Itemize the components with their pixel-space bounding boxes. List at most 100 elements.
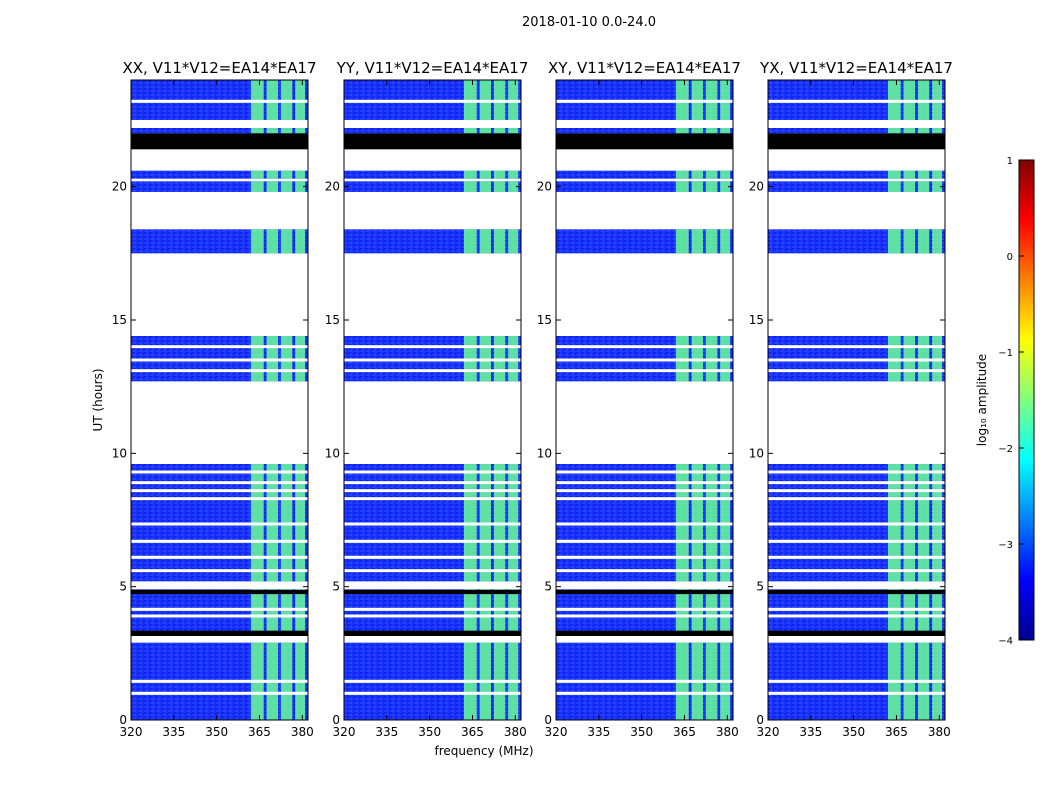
rfi-channel xyxy=(280,589,293,636)
y-tick-label: 0 xyxy=(332,713,340,727)
rfi-channel xyxy=(295,170,306,179)
panel-3: XY, V11*V12=EA14*EA17 320 335 350 365 380 0 5 10… xyxy=(537,59,741,739)
rfi-channel xyxy=(917,181,930,192)
data-block xyxy=(131,229,308,254)
rfi-channel xyxy=(250,170,264,179)
panel-title: XX, V11*V12=EA14*EA17 xyxy=(122,59,316,77)
x-tick-label: 380 xyxy=(928,725,951,739)
rfi-channel xyxy=(903,229,916,254)
y-tick-label: 5 xyxy=(756,580,764,594)
data-block xyxy=(131,589,308,636)
data-block xyxy=(768,128,945,134)
rfi-channel xyxy=(932,128,943,134)
gap-line xyxy=(344,470,521,474)
rfi-channel xyxy=(720,128,731,134)
gap-line xyxy=(768,691,945,695)
rfi-channel xyxy=(932,181,943,192)
gap-line xyxy=(768,489,945,493)
gap-line xyxy=(344,679,521,683)
rfi-channel xyxy=(266,181,279,192)
y-tick-label: 0 xyxy=(756,713,764,727)
rfi-channel xyxy=(705,128,718,134)
y-axis-label: UT (hours) xyxy=(91,368,105,431)
panel-frame xyxy=(767,79,946,721)
data-block xyxy=(556,170,733,179)
rfi-channel xyxy=(266,589,279,636)
gap-line xyxy=(131,345,308,349)
x-tick-label: 350 xyxy=(418,725,441,739)
x-tick-label: 350 xyxy=(842,725,865,739)
gap-line xyxy=(556,345,733,349)
flagged-rows xyxy=(344,630,521,636)
rfi-channel xyxy=(720,589,731,636)
gap-line xyxy=(556,614,733,618)
y-tick-label: 15 xyxy=(325,313,340,327)
y-tick-label: 0 xyxy=(544,713,552,727)
x-tick-label: 335 xyxy=(162,725,185,739)
x-tick-label: 365 xyxy=(248,725,271,739)
gap-line xyxy=(768,369,945,373)
x-tick-label: 320 xyxy=(545,725,568,739)
gap-line xyxy=(556,497,733,501)
gap-line xyxy=(344,555,521,559)
y-tick-label: 20 xyxy=(537,180,552,194)
rfi-channel xyxy=(479,128,492,134)
colorbar-tick-label: 1 xyxy=(1007,156,1013,167)
gap-line xyxy=(131,614,308,618)
data-block xyxy=(344,181,521,192)
panel-title: XY, V11*V12=EA14*EA17 xyxy=(548,59,741,77)
y-tick-label: 10 xyxy=(112,446,127,460)
rfi-channel xyxy=(675,589,689,636)
rfi-channel xyxy=(903,181,916,192)
rfi-channel xyxy=(903,589,916,636)
rfi-channel xyxy=(691,170,704,179)
data-block xyxy=(344,128,521,134)
gap-line xyxy=(344,489,521,493)
flagged-rows xyxy=(556,589,733,595)
gap-line xyxy=(768,539,945,543)
rfi-channel xyxy=(266,128,279,134)
gap-line xyxy=(344,369,521,373)
x-tick-label: 335 xyxy=(799,725,822,739)
rfi-channel xyxy=(493,181,506,192)
gap-line xyxy=(768,607,945,611)
colorbar-tick-label: 0 xyxy=(1007,252,1013,263)
rfi-channel xyxy=(266,170,279,179)
x-tick-label: 350 xyxy=(205,725,228,739)
gap-line xyxy=(344,522,521,526)
gap-line xyxy=(344,614,521,618)
gap-line xyxy=(131,539,308,543)
rfi-channel xyxy=(917,589,930,636)
rfi-channel xyxy=(675,128,689,134)
y-tick-label: 5 xyxy=(119,580,127,594)
flagged-rows xyxy=(768,589,945,595)
rfi-channel xyxy=(295,128,306,134)
gap-line xyxy=(556,99,733,103)
gap-line xyxy=(768,679,945,683)
data-block xyxy=(344,170,521,179)
data-block xyxy=(768,229,945,254)
colorbar-tick-label: −1 xyxy=(998,348,1013,359)
gap-line xyxy=(556,358,733,362)
rfi-channel xyxy=(493,128,506,134)
data-block xyxy=(556,229,733,254)
x-tick-label: 380 xyxy=(716,725,739,739)
x-axis-label: frequency (MHz) xyxy=(434,744,533,758)
rfi-channel xyxy=(479,170,492,179)
flagged-rows xyxy=(131,589,308,595)
rfi-channel xyxy=(903,128,916,134)
rfi-channel xyxy=(675,170,689,179)
rfi-channel xyxy=(493,589,506,636)
x-tick-label: 320 xyxy=(120,725,143,739)
gap-line xyxy=(131,481,308,485)
x-tick-label: 335 xyxy=(375,725,398,739)
gap-line xyxy=(131,369,308,373)
gap-line xyxy=(556,489,733,493)
gap-line xyxy=(556,522,733,526)
rfi-channel xyxy=(280,170,293,179)
gap-line xyxy=(131,522,308,526)
gap-line xyxy=(768,99,945,103)
panel-frame xyxy=(555,79,734,721)
figure-title: 2018-01-10 0.0-24.0 xyxy=(522,15,656,30)
